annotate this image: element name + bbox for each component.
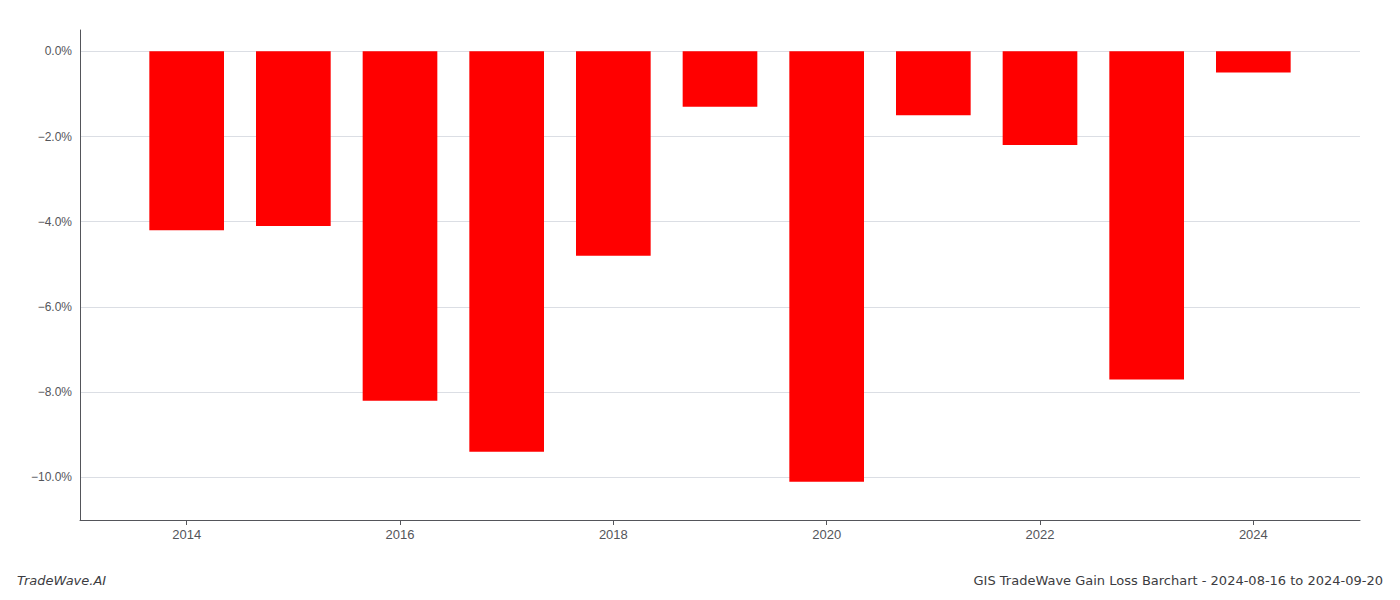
svg-text:2024: 2024 bbox=[1239, 527, 1268, 542]
svg-text:−4.0%: −4.0% bbox=[38, 215, 73, 229]
svg-text:−6.0%: −6.0% bbox=[38, 300, 73, 314]
svg-text:−8.0%: −8.0% bbox=[38, 385, 73, 399]
svg-text:−10.0%: −10.0% bbox=[31, 470, 72, 484]
svg-text:2016: 2016 bbox=[386, 527, 415, 542]
svg-text:2014: 2014 bbox=[172, 527, 201, 542]
svg-text:−2.0%: −2.0% bbox=[38, 130, 73, 144]
svg-text:2018: 2018 bbox=[599, 527, 628, 542]
svg-text:2020: 2020 bbox=[812, 527, 841, 542]
svg-text:TradeWave.AI: TradeWave.AI bbox=[17, 573, 106, 588]
svg-text:0.0%: 0.0% bbox=[45, 44, 73, 58]
svg-text:2022: 2022 bbox=[1026, 527, 1055, 542]
svg-text:GIS TradeWave Gain Loss Barcha: GIS TradeWave Gain Loss Barchart - 2024-… bbox=[974, 573, 1383, 588]
